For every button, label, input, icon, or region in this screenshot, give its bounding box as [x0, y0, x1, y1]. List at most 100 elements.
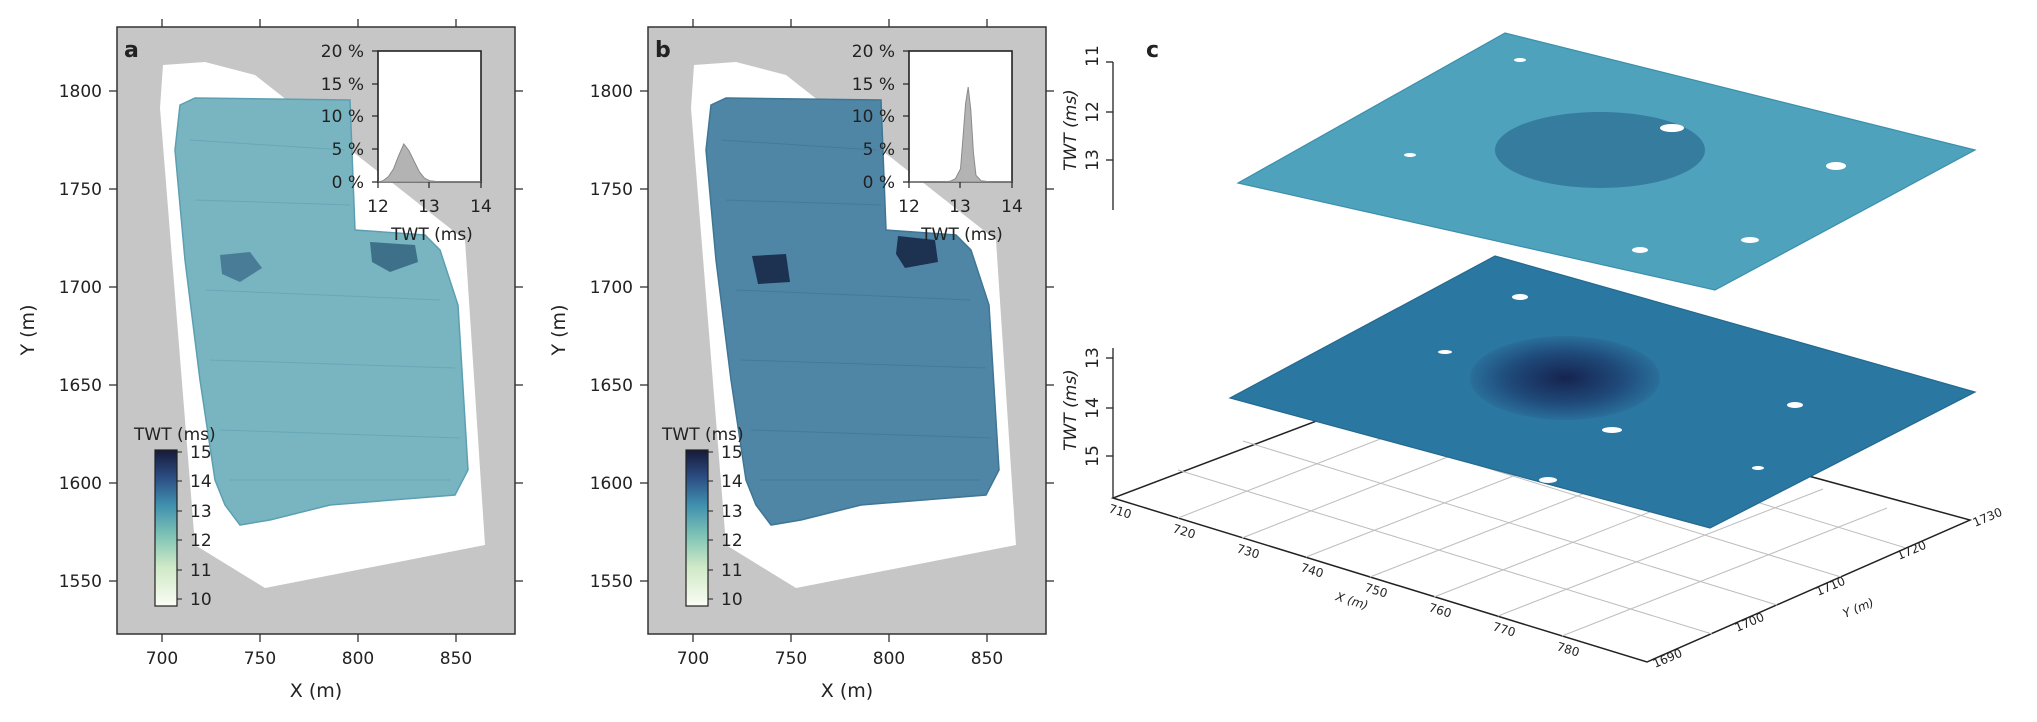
- panel-b-depression-left: [752, 254, 790, 284]
- panel-a-ylabel: Y (m): [17, 305, 39, 357]
- panel-b-colorbar-tick-11: 11: [721, 561, 743, 581]
- panel-b-colorbar-tick-13: 13: [721, 502, 743, 522]
- panel-c-lower-axis-label: TWT (ms): [1061, 369, 1081, 451]
- panel-a-colorbar-tick-13: 13: [190, 502, 212, 522]
- panel-c-xtick-730: 730: [1235, 541, 1261, 561]
- panel-c-xtick-710: 710: [1107, 501, 1133, 521]
- panel-a-label: a: [124, 38, 139, 63]
- panel-b-inset-ytick-15: 15 %: [852, 75, 895, 95]
- panel-c-upper-tick-11: 11: [1083, 45, 1103, 67]
- panel-a-inset-ytick-15: 15 %: [321, 75, 364, 95]
- panel-a-ytick-1800: 1800: [59, 82, 102, 102]
- panel-b-ytick-1550: 1550: [590, 572, 633, 592]
- panel-b-colorbar-tick-15: 15: [721, 443, 743, 463]
- panel-c-lower-axis: [1106, 348, 1114, 498]
- panel-c-ytick-1730: 1730: [1971, 505, 2005, 530]
- panel-b-ylabel: Y (m): [548, 305, 570, 357]
- panel-c-upper-axis-label: TWT (ms): [1061, 89, 1081, 171]
- panel-b-inset-ytick-10: 10 %: [852, 107, 895, 127]
- panel-b-frame: [647, 26, 1047, 635]
- panel-a-xtick-700: 700: [146, 649, 178, 669]
- panel-a-frame: [116, 26, 516, 635]
- panel-c-upper-axis: [1106, 61, 1114, 210]
- panel-c-lower-pit: [1470, 336, 1660, 420]
- panel-a-xlabel: X (m): [290, 680, 342, 702]
- panel-a-inset: 0 % 5 % 10 % 15 % 20 % 12 13 14 TWT (ms): [321, 42, 492, 245]
- panel-a-twt-surface: [174, 97, 469, 526]
- panel-b-inset: 0 % 5 % 10 % 15 % 20 % 12 13 14 TWT (ms): [852, 42, 1023, 245]
- panel-a-colorbar-tick-15: 15: [190, 443, 212, 463]
- panel-b-colorbar-title: TWT (ms): [661, 425, 744, 445]
- panel-a-inset-xtick-12: 12: [367, 197, 389, 217]
- panel-a-inset-xtick-13: 13: [418, 197, 440, 217]
- panel-a-xtick-850: 850: [440, 649, 472, 669]
- panel-b-xtick-700: 700: [677, 649, 709, 669]
- panel-a-depression-left: [220, 252, 262, 282]
- panel-b-label: b: [655, 38, 671, 63]
- panel-b: 1550 1600 1650 1700 1750 1800 700 750 80…: [548, 19, 1054, 702]
- panel-c-xtick-740: 740: [1299, 560, 1325, 580]
- panel-b-xtick-850: 850: [971, 649, 1003, 669]
- panel-b-inset-ytick-20: 20 %: [852, 42, 895, 62]
- panel-a-ytick-1750: 1750: [59, 180, 102, 200]
- panel-b-depression-right: [896, 236, 938, 268]
- panel-a-colorbar-bar: [154, 449, 178, 607]
- panel-a-depression-right: [370, 242, 418, 272]
- panel-c-upper-pit: [1495, 112, 1705, 188]
- panel-a-ytick-1700: 1700: [59, 278, 102, 298]
- panel-c-lower-tick-15: 15: [1083, 445, 1103, 467]
- panel-b-colorbar-tick-12: 12: [721, 531, 743, 551]
- panel-b-ytick-1600: 1600: [590, 474, 633, 494]
- panel-b-colorbar-tick-14: 14: [721, 472, 743, 492]
- panel-a-colorbar-title: TWT (ms): [133, 425, 216, 445]
- panel-a-histogram-area: [377, 143, 481, 183]
- panel-c-lower-tick-13: 13: [1083, 347, 1103, 369]
- panel-c-lower-tick-14: 14: [1083, 397, 1103, 419]
- panel-b-colorbar: TWT (ms) 10 11 12 13 14 15: [661, 425, 744, 610]
- panel-b-histogram-area: [909, 86, 1012, 183]
- panel-a-inset-ytick-0: 0 %: [332, 173, 364, 193]
- panel-b-inset-xtick-13: 13: [949, 197, 971, 217]
- panel-c-y-axis-label: Y (m): [1841, 595, 1876, 620]
- panel-a: 1550 1600 1650 1700 1750 1800 700 750 80…: [17, 19, 523, 702]
- panel-a-colorbar-tick-10: 10: [190, 590, 212, 610]
- panel-c-lower-gaps: [1438, 294, 1803, 483]
- panel-c-xtick-750: 750: [1363, 580, 1389, 600]
- panel-b-colorbar-tick-10: 10: [721, 590, 743, 610]
- panel-b-inset-xlabel: TWT (ms): [920, 225, 1003, 245]
- panel-a-inset-frame: [377, 50, 482, 183]
- panel-c-xtick-770: 770: [1491, 619, 1517, 639]
- panel-a-ytick-1550: 1550: [59, 572, 102, 592]
- panel-b-inset-ytick-5: 5 %: [863, 140, 895, 160]
- panel-b-ytick-1800: 1800: [590, 82, 633, 102]
- panel-a-inset-ytick-5: 5 %: [332, 140, 364, 160]
- panel-b-inset-xtick-12: 12: [898, 197, 920, 217]
- panel-a-colorbar: TWT (ms) 10 11 12 13 14 15: [133, 425, 216, 610]
- panel-a-colorbar-tick-11: 11: [190, 561, 212, 581]
- panel-c-label: c: [1146, 38, 1159, 63]
- panel-b-xtick-800: 800: [873, 649, 905, 669]
- panel-b-ytick-1700: 1700: [590, 278, 633, 298]
- panel-b-ytick-1750: 1750: [590, 180, 633, 200]
- panel-c-upper-tick-12: 12: [1083, 101, 1103, 123]
- panel-b-inset-xtick-14: 14: [1001, 197, 1023, 217]
- panel-a-ytick-1650: 1650: [59, 376, 102, 396]
- panel-b-inset-ytick-0: 0 %: [863, 173, 895, 193]
- panel-a-inset-ytick-10: 10 %: [321, 107, 364, 127]
- panel-c-upper-tick-13: 13: [1083, 149, 1103, 171]
- panel-c: c: [1061, 32, 2005, 671]
- panel-c-xtick-780: 780: [1555, 639, 1581, 659]
- panel-a-ytick-1600: 1600: [59, 474, 102, 494]
- panel-b-inset-frame: [908, 50, 1013, 183]
- panel-c-xtick-720: 720: [1171, 521, 1197, 541]
- panel-a-inset-ytick-20: 20 %: [321, 42, 364, 62]
- panel-b-xlabel: X (m): [821, 680, 873, 702]
- panel-c-upper-gaps: [1404, 58, 1846, 253]
- panel-a-colorbar-tick-12: 12: [190, 531, 212, 551]
- panel-b-ytick-1650: 1650: [590, 376, 633, 396]
- panel-a-xtick-800: 800: [342, 649, 374, 669]
- panel-a-inset-xlabel: TWT (ms): [390, 225, 473, 245]
- panel-a-inset-xtick-14: 14: [470, 197, 492, 217]
- panel-a-colorbar-tick-14: 14: [190, 472, 212, 492]
